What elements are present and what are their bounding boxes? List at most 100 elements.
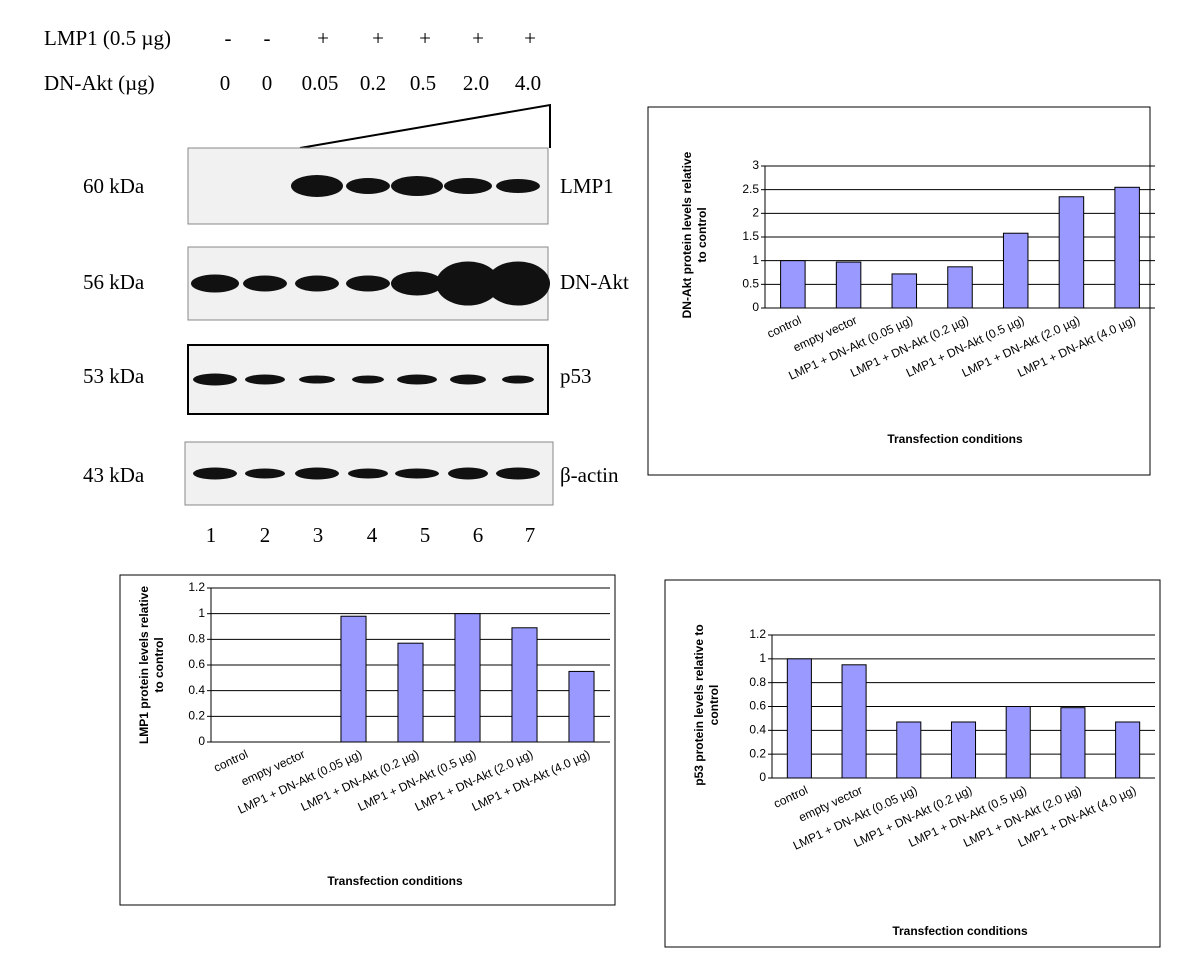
bar	[841, 664, 867, 779]
blot-band	[391, 176, 443, 196]
x-axis-label: Transfection conditions	[327, 874, 463, 888]
y-tick-label: 0.2	[188, 709, 205, 723]
band-size: 53 kDa	[83, 364, 145, 388]
x-axis-label: Transfection conditions	[887, 432, 1023, 446]
blot-band	[352, 375, 384, 384]
y-tick-label: 0.5	[742, 277, 759, 291]
y-tick-label: 2.5	[742, 182, 759, 196]
blot-band	[299, 375, 335, 384]
y-axis-label-line: p53 protein levels relative to	[692, 624, 706, 785]
y-axis-label: p53 protein levels relative tocontrol	[692, 624, 721, 785]
y-tick-label: 1.2	[188, 580, 205, 594]
bar	[511, 627, 538, 743]
lane-number: 4	[367, 523, 378, 547]
y-tick-label: 0	[752, 300, 759, 314]
lane-number: 5	[420, 523, 431, 547]
blot-band	[436, 261, 500, 306]
band-size: 43 kDa	[83, 463, 145, 487]
y-tick-label: 3	[752, 158, 759, 172]
blot-band	[444, 178, 492, 194]
bar	[891, 273, 918, 309]
y-tick-label: 1.2	[749, 627, 766, 641]
lane-condition: 0.2	[360, 71, 386, 95]
bar	[780, 260, 806, 309]
blot-band	[348, 468, 388, 479]
bar	[950, 721, 977, 779]
y-axis-label: DN-Akt protein levels relativeto control	[680, 151, 709, 318]
blot-band	[295, 467, 339, 480]
blot-band	[346, 275, 390, 292]
band-size: 60 kDa	[83, 174, 145, 198]
bar	[1058, 196, 1085, 309]
bar	[568, 670, 595, 743]
y-axis-label-line: LMP1 protein levels relative	[137, 586, 151, 744]
y-tick-label: 1.5	[742, 229, 759, 243]
bar	[454, 613, 481, 743]
bar	[1060, 707, 1086, 779]
blot-band	[496, 179, 540, 193]
chart-frame	[119, 574, 616, 906]
lane-condition: 2.0	[463, 71, 489, 95]
y-tick-label: 0	[759, 770, 766, 784]
bar	[835, 261, 862, 309]
y-axis-label-line: to control	[152, 637, 166, 692]
blot-band	[191, 274, 239, 293]
lane-number: 6	[473, 523, 484, 547]
chart-frame	[664, 579, 1161, 948]
bar	[397, 642, 424, 743]
lane-number: 2	[260, 523, 271, 547]
bar	[340, 615, 367, 743]
x-tick-label: control	[765, 313, 804, 341]
lane-condition: 0	[262, 71, 273, 95]
band-name: p53	[560, 364, 592, 388]
row-label: DN-Akt (µg)	[44, 71, 155, 95]
row-label: LMP1 (0.5 µg)	[44, 26, 171, 50]
y-tick-label: 2	[752, 206, 759, 220]
lane-condition: -	[264, 26, 271, 50]
blot-band	[395, 468, 439, 479]
band-size: 56 kDa	[83, 270, 145, 294]
blot-band	[193, 373, 237, 386]
blot-band	[243, 275, 287, 292]
blot-band	[391, 271, 443, 296]
x-tick-label: control	[771, 783, 810, 811]
lane-condition: 0	[220, 71, 231, 95]
band-name: β-actin	[560, 463, 619, 487]
y-tick-label: 1	[759, 651, 766, 665]
x-tick-label: control	[212, 747, 251, 775]
bar	[1005, 706, 1031, 779]
y-tick-label: 0.6	[188, 657, 205, 671]
blot-band	[291, 175, 343, 197]
bar	[786, 658, 812, 779]
blot-band	[245, 468, 285, 479]
y-tick-label: 0.8	[188, 632, 205, 646]
y-tick-label: 0.6	[749, 699, 766, 713]
blot-band	[346, 178, 390, 194]
band-name: DN-Akt	[560, 270, 629, 294]
lane-condition: +	[372, 26, 384, 50]
y-axis-label-line: to control	[695, 207, 709, 262]
y-tick-label: 0.4	[749, 723, 766, 737]
blot-band	[448, 467, 488, 480]
bar	[947, 266, 973, 309]
blot-band	[295, 275, 339, 292]
blot-band	[245, 374, 285, 385]
lane-number: 3	[313, 523, 324, 547]
y-axis-label-line: DN-Akt protein levels relative	[680, 151, 694, 318]
blot-band	[486, 261, 550, 306]
lane-condition: 0.5	[410, 71, 436, 95]
bar	[1115, 721, 1141, 779]
x-axis-label: Transfection conditions	[892, 924, 1028, 938]
lane-number: 7	[525, 523, 536, 547]
y-tick-label: 0.8	[749, 675, 766, 689]
lane-number: 1	[206, 523, 217, 547]
lane-condition: +	[524, 26, 536, 50]
band-name: LMP1	[560, 174, 614, 198]
blot-band	[502, 375, 534, 384]
lane-condition: +	[472, 26, 484, 50]
gradient-triangle	[299, 103, 551, 149]
y-axis-label-line: control	[707, 685, 721, 726]
y-axis-label: LMP1 protein levels relativeto control	[137, 586, 166, 744]
lane-condition: 4.0	[515, 71, 541, 95]
